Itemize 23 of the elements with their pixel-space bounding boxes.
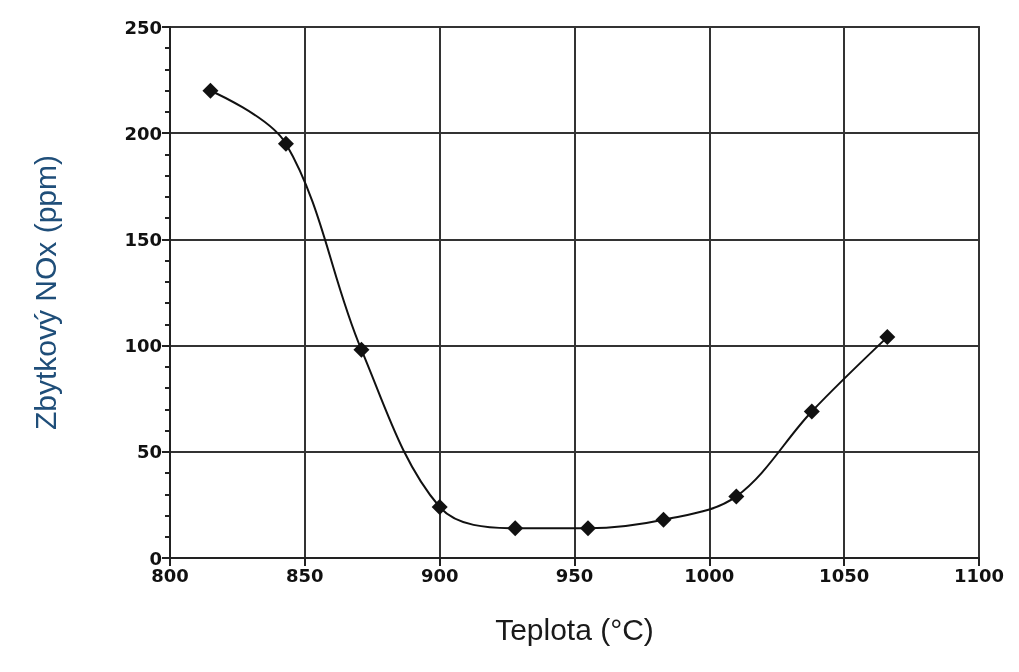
y-tick-label: 200 [124,122,162,144]
point [277,135,294,152]
point [728,488,745,505]
point [803,403,820,420]
point [431,499,448,516]
point [655,511,672,528]
point [202,82,219,99]
x-tick-label: 950 [555,564,594,586]
point [507,520,524,537]
x-tick-label: 900 [420,564,459,586]
point [879,329,896,346]
x-axis-title: Teplota (°C) [495,612,654,646]
x-tick-label: 1050 [819,564,870,586]
x-tick-label: 1000 [684,564,735,586]
point [353,341,370,358]
y-tick-label: 100 [124,335,162,357]
y-tick-label: 150 [124,228,162,250]
x-tick-label: 850 [286,564,324,586]
y-axis-title: Zbytkový NOx (ppm) [28,154,62,431]
y-tick-label: 50 [136,441,162,463]
y-tick-label: 250 [124,16,162,38]
point [579,520,596,537]
x-tick-label: 1100 [953,564,1005,586]
